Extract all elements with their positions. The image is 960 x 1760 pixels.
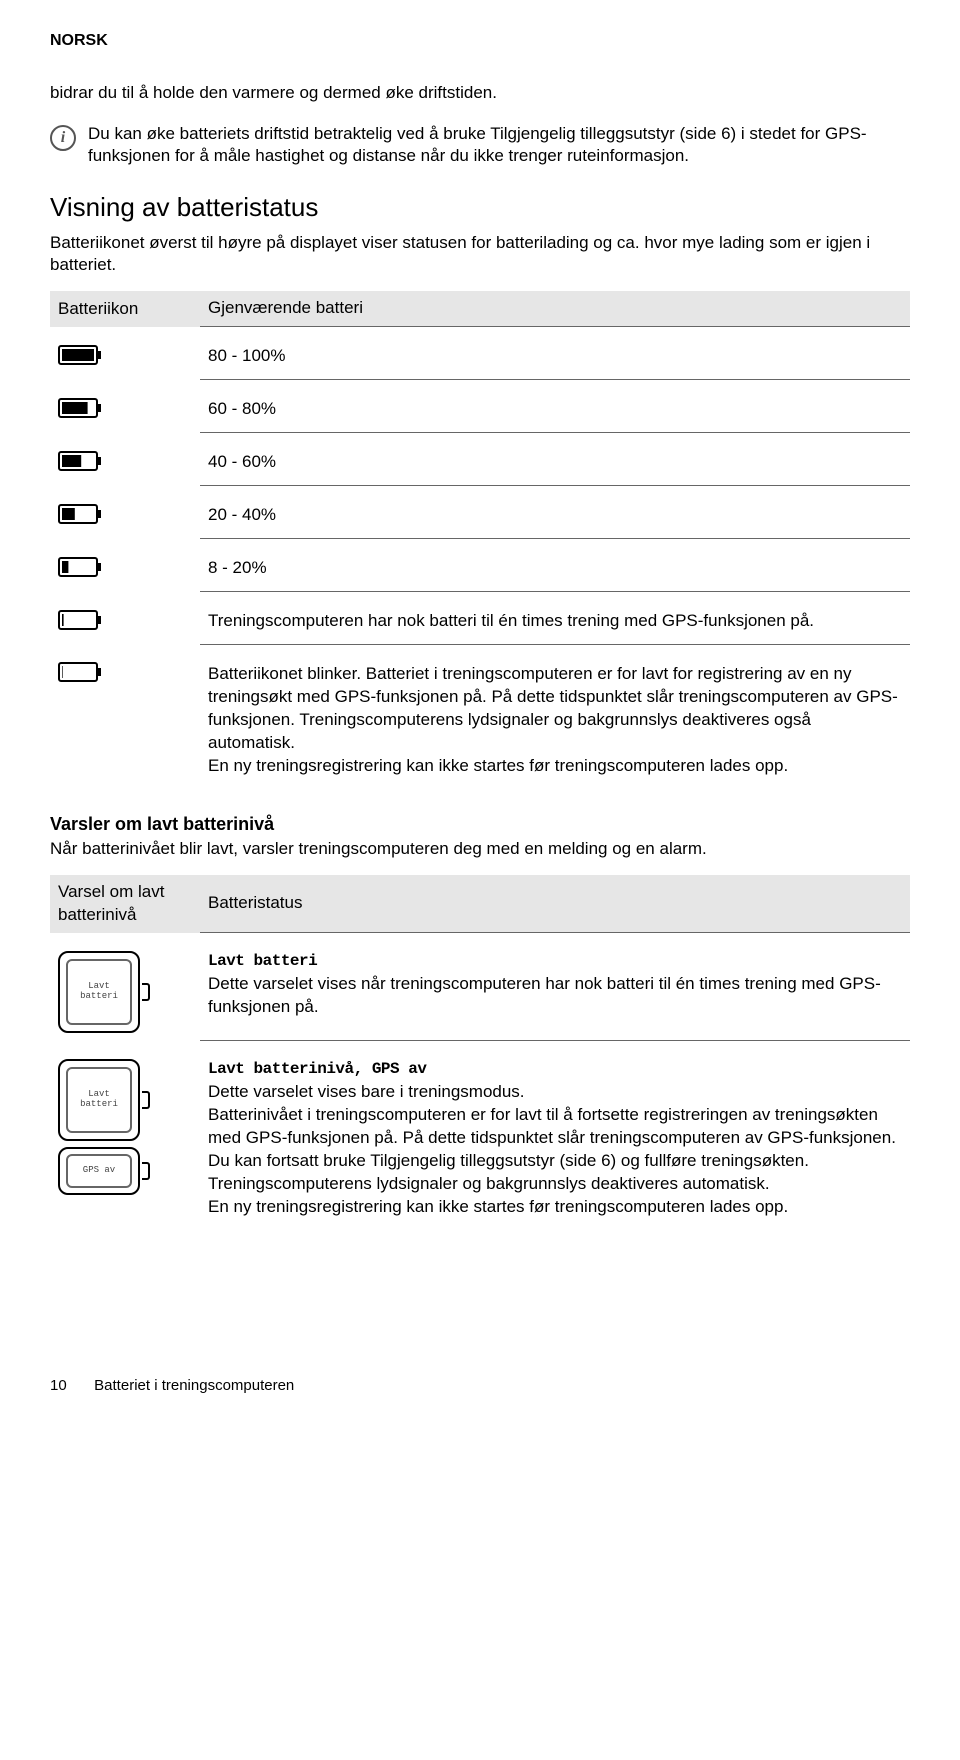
battery-icon xyxy=(58,398,102,418)
battery-icon-cell xyxy=(50,644,200,785)
battery-icon xyxy=(58,451,102,471)
alert-text-cell: Lavt batteriDette varselet vises når tre… xyxy=(200,933,910,1041)
battery-text-cell: Treningscomputeren har nok batteri til é… xyxy=(200,592,910,645)
device-screen: GPS av xyxy=(58,1147,192,1195)
battery-text-cell: 20 - 40% xyxy=(200,486,910,539)
page-footer: 10 Batteriet i treningscomputeren xyxy=(50,1376,910,1396)
battery-text-cell: 60 - 80% xyxy=(200,380,910,433)
table-row: 40 - 60% xyxy=(50,433,910,486)
table-row: Lavt batteri Lavt batteriDette varselet … xyxy=(50,933,910,1041)
section-desc-battery-status: Batteriikonet øverst til høyre på displa… xyxy=(50,232,910,278)
table-row: 20 - 40% xyxy=(50,486,910,539)
chapter-title: Batteriet i treningscomputeren xyxy=(94,1377,294,1394)
subsection-desc-low-battery: Når batterinivået blir lavt, varsler tre… xyxy=(50,838,910,861)
page-header-language: NORSK xyxy=(50,30,910,52)
alert-body: Dette varselet vises når treningscompute… xyxy=(208,973,902,1019)
battery-text-cell: 8 - 20% xyxy=(200,539,910,592)
info-icon: i xyxy=(50,125,76,151)
info-callout: i Du kan øke batteriets driftstid betrak… xyxy=(50,123,910,169)
table-row: 60 - 80% xyxy=(50,380,910,433)
battery-icon-cell xyxy=(50,592,200,645)
table-row: Batteriikonet blinker. Batteriet i treni… xyxy=(50,644,910,785)
device-screen: Lavt batteri xyxy=(58,1059,192,1141)
battery-icon xyxy=(58,504,102,524)
subsection-title-low-battery: Varsler om lavt batterinivå xyxy=(50,812,910,836)
battery-icon xyxy=(58,345,102,365)
battery-icon-cell xyxy=(50,486,200,539)
battery-icon-cell xyxy=(50,433,200,486)
alert-heading: Lavt batteri xyxy=(208,951,902,973)
intro-line: bidrar du til å holde den varmere og der… xyxy=(50,82,910,105)
battery-icon xyxy=(58,662,102,682)
battery-icon xyxy=(58,557,102,577)
table-row: Treningscomputeren har nok batteri til é… xyxy=(50,592,910,645)
battery-text-cell: Batteriikonet blinker. Batteriet i treni… xyxy=(200,644,910,785)
alert-icon-cell: Lavt batteri GPS av xyxy=(50,1041,200,1227)
low-battery-table: Varsel om lavt batterinivå Batteristatus… xyxy=(50,875,910,1227)
alert-heading: Lavt batterinivå, GPS av xyxy=(208,1059,902,1081)
battery-icon xyxy=(58,610,102,630)
section-title-battery-status: Visning av batteristatus xyxy=(50,190,910,225)
battery-icon-cell xyxy=(50,380,200,433)
alert-body: Dette varselet vises bare i treningsmodu… xyxy=(208,1081,902,1219)
alert-text-cell: Lavt batterinivå, GPS avDette varselet v… xyxy=(200,1041,910,1227)
table-header-icon: Varsel om lavt batterinivå xyxy=(50,875,200,933)
battery-text-cell: 40 - 60% xyxy=(200,433,910,486)
table-header-text: Batteristatus xyxy=(200,875,910,933)
table-row: Lavt batteri GPS av Lavt batterinivå, GP… xyxy=(50,1041,910,1227)
table-row: 8 - 20% xyxy=(50,539,910,592)
battery-status-table: Batteriikon Gjenværende batteri 80 - 100… xyxy=(50,291,910,785)
battery-text-cell: 80 - 100% xyxy=(200,327,910,380)
table-row: 80 - 100% xyxy=(50,327,910,380)
page-number: 10 xyxy=(50,1376,90,1396)
table-header-text: Gjenværende batteri xyxy=(200,291,910,326)
table-header-icon: Batteriikon xyxy=(50,291,200,326)
battery-icon-cell xyxy=(50,327,200,380)
battery-icon-cell xyxy=(50,539,200,592)
alert-icon-cell: Lavt batteri xyxy=(50,933,200,1041)
info-text: Du kan øke batteriets driftstid betrakte… xyxy=(88,123,910,169)
device-screen: Lavt batteri xyxy=(58,951,192,1033)
